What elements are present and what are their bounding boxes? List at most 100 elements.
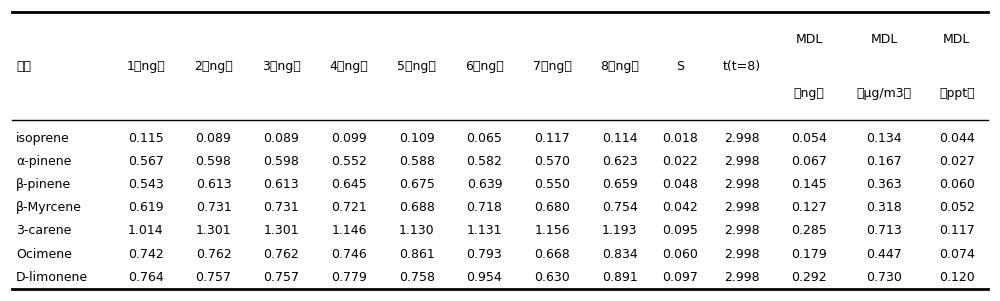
- Text: 1.130: 1.130: [399, 225, 435, 237]
- Text: 6（ng）: 6（ng）: [465, 60, 504, 73]
- Text: 0.097: 0.097: [662, 271, 698, 284]
- Text: 0.447: 0.447: [866, 248, 902, 261]
- Text: 0.115: 0.115: [128, 132, 164, 144]
- Text: 1.014: 1.014: [128, 225, 164, 237]
- Text: 0.027: 0.027: [939, 155, 975, 168]
- Text: 5（ng）: 5（ng）: [397, 60, 436, 73]
- Text: 1.301: 1.301: [196, 225, 231, 237]
- Text: 1.146: 1.146: [331, 225, 367, 237]
- Text: S: S: [676, 60, 684, 73]
- Text: 0.570: 0.570: [534, 155, 570, 168]
- Text: 0.757: 0.757: [263, 271, 299, 284]
- Text: 0.167: 0.167: [866, 155, 902, 168]
- Text: 2.998: 2.998: [724, 132, 759, 144]
- Text: 0.861: 0.861: [399, 248, 435, 261]
- Text: 0.089: 0.089: [263, 132, 299, 144]
- Text: 0.757: 0.757: [196, 271, 232, 284]
- Text: 0.639: 0.639: [467, 178, 502, 191]
- Text: 0.731: 0.731: [196, 201, 231, 214]
- Text: 0.754: 0.754: [602, 201, 638, 214]
- Text: 0.762: 0.762: [196, 248, 231, 261]
- Text: 0.718: 0.718: [467, 201, 502, 214]
- Text: 0.688: 0.688: [399, 201, 435, 214]
- Text: 0.613: 0.613: [263, 178, 299, 191]
- Text: MDL: MDL: [796, 33, 823, 46]
- Text: 0.120: 0.120: [939, 271, 975, 284]
- Text: 0.779: 0.779: [331, 271, 367, 284]
- Text: 0.127: 0.127: [791, 201, 827, 214]
- Text: 7（ng）: 7（ng）: [533, 60, 572, 73]
- Text: 3-carene: 3-carene: [16, 225, 71, 237]
- Text: 0.109: 0.109: [399, 132, 435, 144]
- Text: 0.363: 0.363: [866, 178, 902, 191]
- Text: t(t=8): t(t=8): [722, 60, 761, 73]
- Text: 0.598: 0.598: [263, 155, 299, 168]
- Text: 2.998: 2.998: [724, 201, 759, 214]
- Text: 0.145: 0.145: [791, 178, 827, 191]
- Text: 0.089: 0.089: [196, 132, 231, 144]
- Text: 0.048: 0.048: [662, 178, 698, 191]
- Text: 0.117: 0.117: [534, 132, 570, 144]
- Text: 2.998: 2.998: [724, 155, 759, 168]
- Text: 0.746: 0.746: [331, 248, 367, 261]
- Text: 0.762: 0.762: [263, 248, 299, 261]
- Text: 0.680: 0.680: [534, 201, 570, 214]
- Text: 0.552: 0.552: [331, 155, 367, 168]
- Text: 0.054: 0.054: [791, 132, 827, 144]
- Text: （ng）: （ng）: [794, 87, 825, 100]
- Text: isoprene: isoprene: [16, 132, 70, 144]
- Text: 0.623: 0.623: [602, 155, 638, 168]
- Text: 组分: 组分: [16, 60, 31, 73]
- Text: 0.179: 0.179: [791, 248, 827, 261]
- Text: 0.099: 0.099: [331, 132, 367, 144]
- Text: 1（ng）: 1（ng）: [126, 60, 165, 73]
- Text: 0.042: 0.042: [663, 201, 698, 214]
- Text: 0.742: 0.742: [128, 248, 164, 261]
- Text: 0.065: 0.065: [467, 132, 502, 144]
- Text: β-pinene: β-pinene: [16, 178, 71, 191]
- Text: 1.131: 1.131: [467, 225, 502, 237]
- Text: 1.193: 1.193: [602, 225, 638, 237]
- Text: 0.117: 0.117: [939, 225, 975, 237]
- Text: 0.619: 0.619: [128, 201, 164, 214]
- Text: Ocimene: Ocimene: [16, 248, 72, 261]
- Text: 0.954: 0.954: [467, 271, 502, 284]
- Text: 0.060: 0.060: [662, 248, 698, 261]
- Text: 0.668: 0.668: [534, 248, 570, 261]
- Text: 0.285: 0.285: [791, 225, 827, 237]
- Text: 1.156: 1.156: [534, 225, 570, 237]
- Text: 0.567: 0.567: [128, 155, 164, 168]
- Text: 2.998: 2.998: [724, 178, 759, 191]
- Text: 0.022: 0.022: [663, 155, 698, 168]
- Text: 0.891: 0.891: [602, 271, 638, 284]
- Text: 0.114: 0.114: [602, 132, 638, 144]
- Text: 0.543: 0.543: [128, 178, 164, 191]
- Text: 0.834: 0.834: [602, 248, 638, 261]
- Text: 4（ng）: 4（ng）: [330, 60, 368, 73]
- Text: 0.675: 0.675: [399, 178, 435, 191]
- Text: 0.052: 0.052: [939, 201, 975, 214]
- Text: 0.713: 0.713: [866, 225, 902, 237]
- Text: 0.095: 0.095: [662, 225, 698, 237]
- Text: 0.721: 0.721: [331, 201, 367, 214]
- Text: 0.060: 0.060: [939, 178, 975, 191]
- Text: 0.731: 0.731: [263, 201, 299, 214]
- Text: β-Myrcene: β-Myrcene: [16, 201, 82, 214]
- Text: 2.998: 2.998: [724, 248, 759, 261]
- Text: MDL: MDL: [870, 33, 898, 46]
- Text: 0.292: 0.292: [791, 271, 827, 284]
- Text: 0.730: 0.730: [866, 271, 902, 284]
- Text: 0.613: 0.613: [196, 178, 231, 191]
- Text: 0.582: 0.582: [467, 155, 502, 168]
- Text: 0.793: 0.793: [467, 248, 502, 261]
- Text: 0.018: 0.018: [662, 132, 698, 144]
- Text: 0.764: 0.764: [128, 271, 164, 284]
- Text: 0.659: 0.659: [602, 178, 638, 191]
- Text: 0.630: 0.630: [534, 271, 570, 284]
- Text: 2（ng）: 2（ng）: [194, 60, 233, 73]
- Text: 0.758: 0.758: [399, 271, 435, 284]
- Text: 0.598: 0.598: [196, 155, 231, 168]
- Text: （μg/m3）: （μg/m3）: [857, 87, 912, 100]
- Text: 0.588: 0.588: [399, 155, 435, 168]
- Text: 0.067: 0.067: [791, 155, 827, 168]
